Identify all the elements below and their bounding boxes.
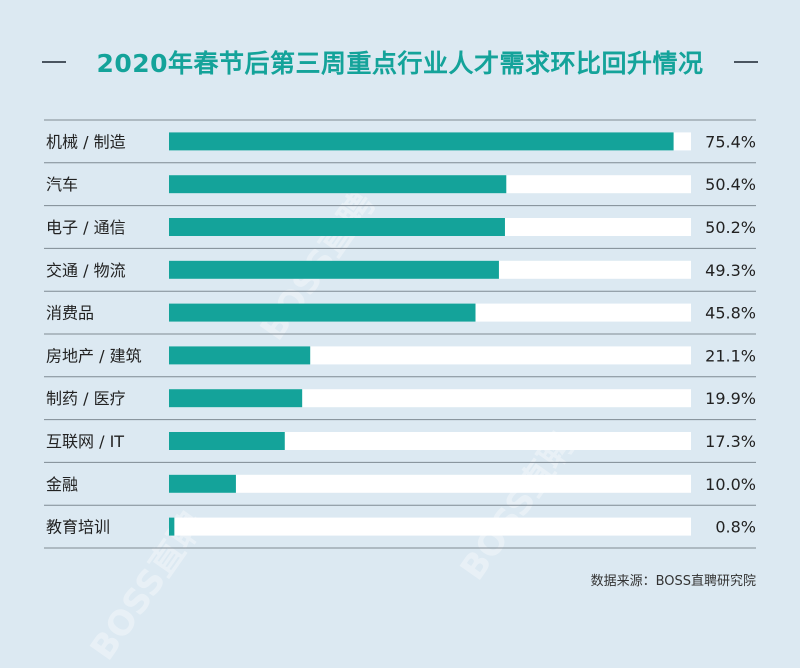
category-label: 制药 / 医疗 [46,389,126,408]
title-dash-left [42,61,67,63]
value-label: 19.9% [705,389,756,408]
category-label: 交通 / 物流 [46,261,126,280]
bar-chart: 机械 / 制造 75.4% 汽车 50.4% 电子 / 通信 50.2% 交通 / 物流 49… [44,119,756,549]
value-label: 50.2% [705,218,756,237]
category-label: 教育培训 [46,518,110,537]
bar [169,389,303,408]
value-label: 0.8% [715,518,756,537]
bar [169,474,236,493]
bar [169,303,476,322]
value-label: 49.3% [705,261,756,280]
bar [169,175,507,194]
value-label: 50.4% [705,175,756,194]
bar [169,132,674,151]
data-source: 数据来源：BOSS直聘研究院 [590,574,756,589]
bar [169,432,285,450]
category-label: 消费品 [46,304,94,323]
chart-title: 2020年春节后第三周重点行业人才需求环比回升情况 [96,49,704,78]
chart-title-row: 2020年春节后第三周重点行业人才需求环比回升情况 [0,40,800,84]
value-label: 10.0% [705,475,756,494]
bar-track [169,474,691,493]
bar [169,218,505,236]
bar-track [169,517,691,536]
category-label: 汽车 [46,175,78,194]
bar [169,346,311,365]
category-label: 互联网 / IT [46,432,124,451]
bar [169,517,175,536]
value-label: 17.3% [705,432,756,451]
title-dash-right [733,61,758,63]
bar-track [169,432,691,450]
value-label: 45.8% [705,304,756,323]
bar [169,260,499,279]
category-label: 房地产 / 建筑 [46,346,142,365]
value-label: 21.1% [705,346,756,365]
category-label: 金融 [46,475,78,494]
category-label: 电子 / 通信 [46,218,126,237]
category-label: 机械 / 制造 [46,132,126,151]
value-label: 75.4% [705,132,756,151]
